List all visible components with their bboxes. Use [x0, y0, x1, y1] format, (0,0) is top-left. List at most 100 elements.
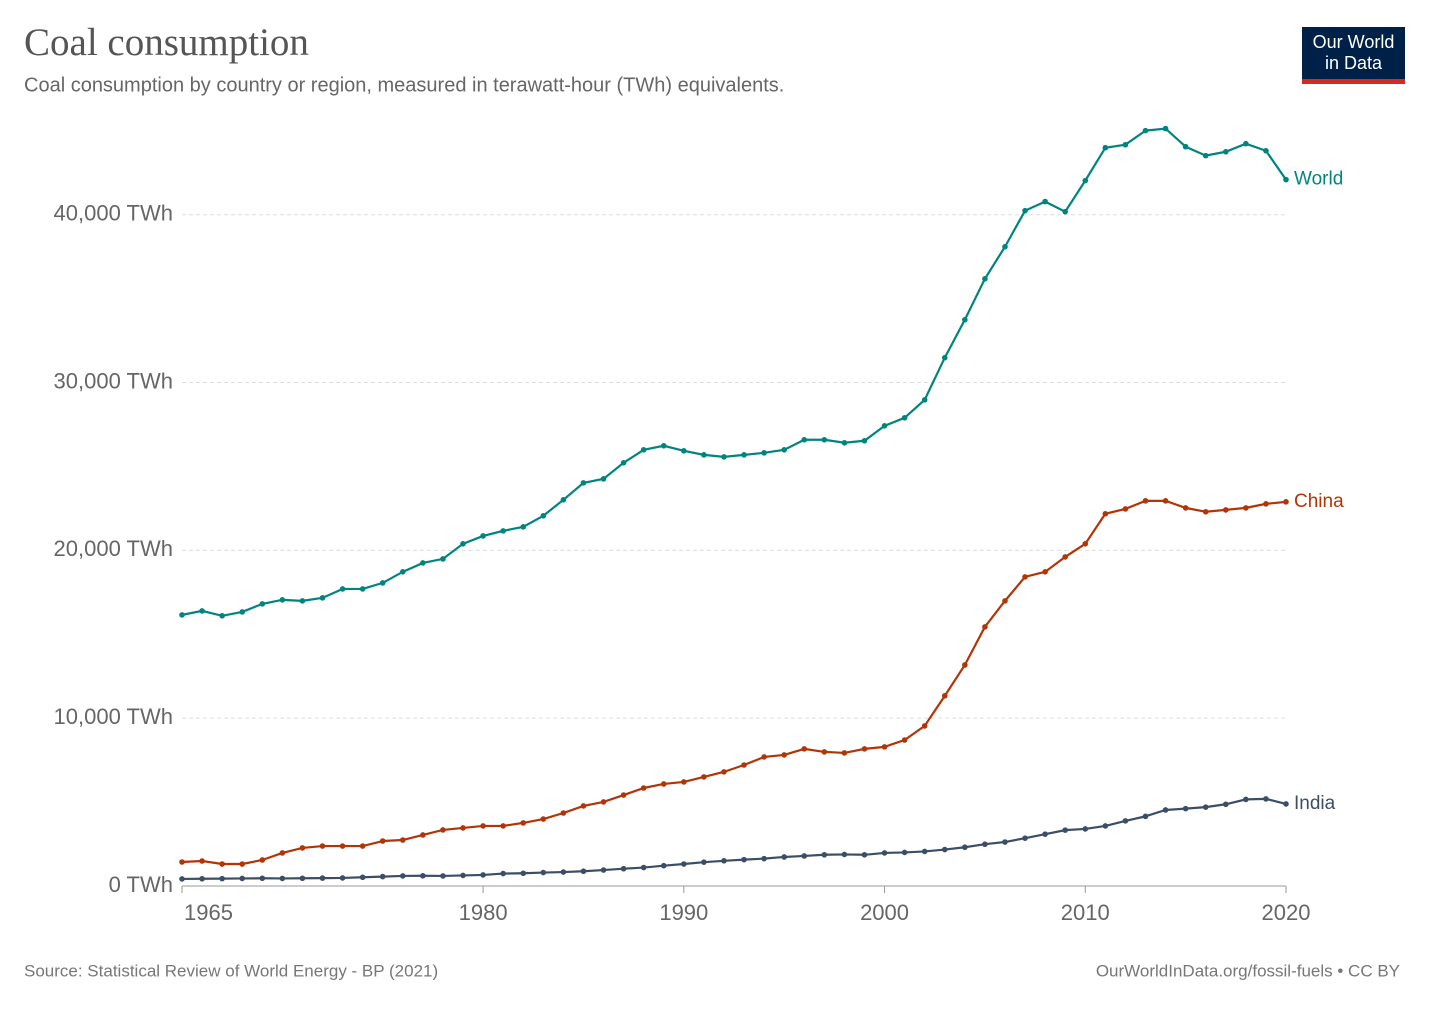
data-point — [400, 837, 406, 843]
data-point — [460, 872, 466, 879]
data-point — [821, 851, 828, 858]
data-point — [420, 832, 426, 838]
data-point — [921, 723, 928, 729]
data-point — [1263, 501, 1269, 507]
data-point — [1002, 598, 1008, 604]
data-point — [600, 867, 607, 873]
data-point — [540, 869, 547, 876]
data-point — [620, 792, 627, 798]
data-point — [982, 624, 988, 630]
data-point — [861, 437, 868, 444]
data-point — [701, 774, 707, 780]
data-point — [1042, 831, 1048, 837]
x-tick-label: 2020 — [1262, 900, 1311, 925]
data-point — [721, 454, 727, 460]
data-point — [1022, 574, 1028, 580]
data-point — [821, 749, 828, 755]
data-point — [560, 810, 567, 816]
data-point — [1082, 826, 1089, 832]
data-point — [861, 851, 868, 858]
data-point — [199, 875, 205, 882]
data-point — [620, 865, 627, 872]
data-point — [781, 854, 787, 860]
data-point — [440, 556, 446, 562]
data-point — [660, 442, 667, 449]
data-point — [1182, 505, 1189, 511]
data-point — [359, 586, 366, 592]
data-point — [721, 858, 727, 864]
data-point — [1102, 823, 1109, 829]
x-tick-label: 2010 — [1061, 900, 1110, 925]
y-tick-label: 10,000 TWh — [54, 704, 173, 729]
data-point — [219, 613, 225, 619]
data-point — [921, 397, 928, 403]
data-point — [1122, 818, 1129, 824]
data-point — [1002, 243, 1008, 250]
data-point — [239, 875, 246, 882]
y-tick-label: 0 TWh — [109, 872, 173, 897]
data-point — [319, 843, 326, 849]
data-point — [279, 850, 286, 856]
data-point — [359, 874, 366, 881]
logo-text: Our World — [1313, 32, 1395, 52]
data-point — [279, 875, 286, 882]
data-point — [1283, 499, 1289, 505]
data-point — [681, 448, 687, 454]
data-point — [500, 823, 506, 829]
data-point — [1283, 176, 1289, 183]
data-point — [500, 528, 506, 534]
data-point — [1042, 198, 1048, 205]
data-point — [600, 799, 607, 805]
data-point — [941, 846, 948, 853]
data-point — [1082, 541, 1089, 547]
data-point — [640, 447, 647, 453]
data-point — [741, 762, 747, 768]
data-point — [681, 861, 687, 867]
data-point — [640, 864, 647, 871]
series-label: World — [1294, 169, 1343, 190]
x-tick-label: 1965 — [184, 900, 233, 925]
data-point — [580, 803, 587, 809]
x-tick-label: 2000 — [860, 900, 909, 925]
data-point — [1202, 804, 1209, 810]
data-point — [239, 609, 246, 615]
data-point — [801, 436, 808, 443]
data-point — [1263, 796, 1269, 802]
data-point — [480, 823, 486, 829]
data-point — [1102, 144, 1109, 151]
data-point — [279, 597, 286, 603]
data-point — [962, 662, 968, 668]
data-point — [580, 868, 587, 875]
data-point — [179, 859, 185, 865]
data-point — [1283, 801, 1289, 807]
logo-bar — [1302, 79, 1405, 84]
data-point — [1002, 839, 1008, 845]
data-point — [400, 569, 406, 575]
data-point — [359, 843, 366, 849]
data-point — [1062, 554, 1068, 560]
data-point — [259, 857, 266, 863]
data-point — [741, 856, 747, 863]
data-point — [560, 869, 567, 875]
data-point — [480, 533, 486, 539]
data-point — [701, 452, 707, 458]
data-point — [841, 750, 848, 756]
data-point — [881, 744, 888, 750]
data-point — [179, 876, 185, 882]
data-point — [881, 423, 888, 429]
data-point — [841, 851, 848, 858]
data-point — [901, 414, 908, 421]
x-tick-label: 1990 — [659, 900, 708, 925]
data-point — [781, 752, 787, 758]
data-point — [881, 850, 888, 856]
source: Source: Statistical Review of World Ener… — [24, 961, 438, 980]
chart-subtitle: Coal consumption by country or region, m… — [24, 74, 784, 96]
data-point — [861, 746, 868, 752]
data-point — [319, 595, 326, 601]
data-point — [982, 841, 988, 848]
data-point — [681, 779, 687, 785]
data-point — [1222, 801, 1229, 808]
data-point — [901, 849, 908, 856]
data-point — [379, 873, 386, 880]
data-point — [460, 541, 466, 547]
